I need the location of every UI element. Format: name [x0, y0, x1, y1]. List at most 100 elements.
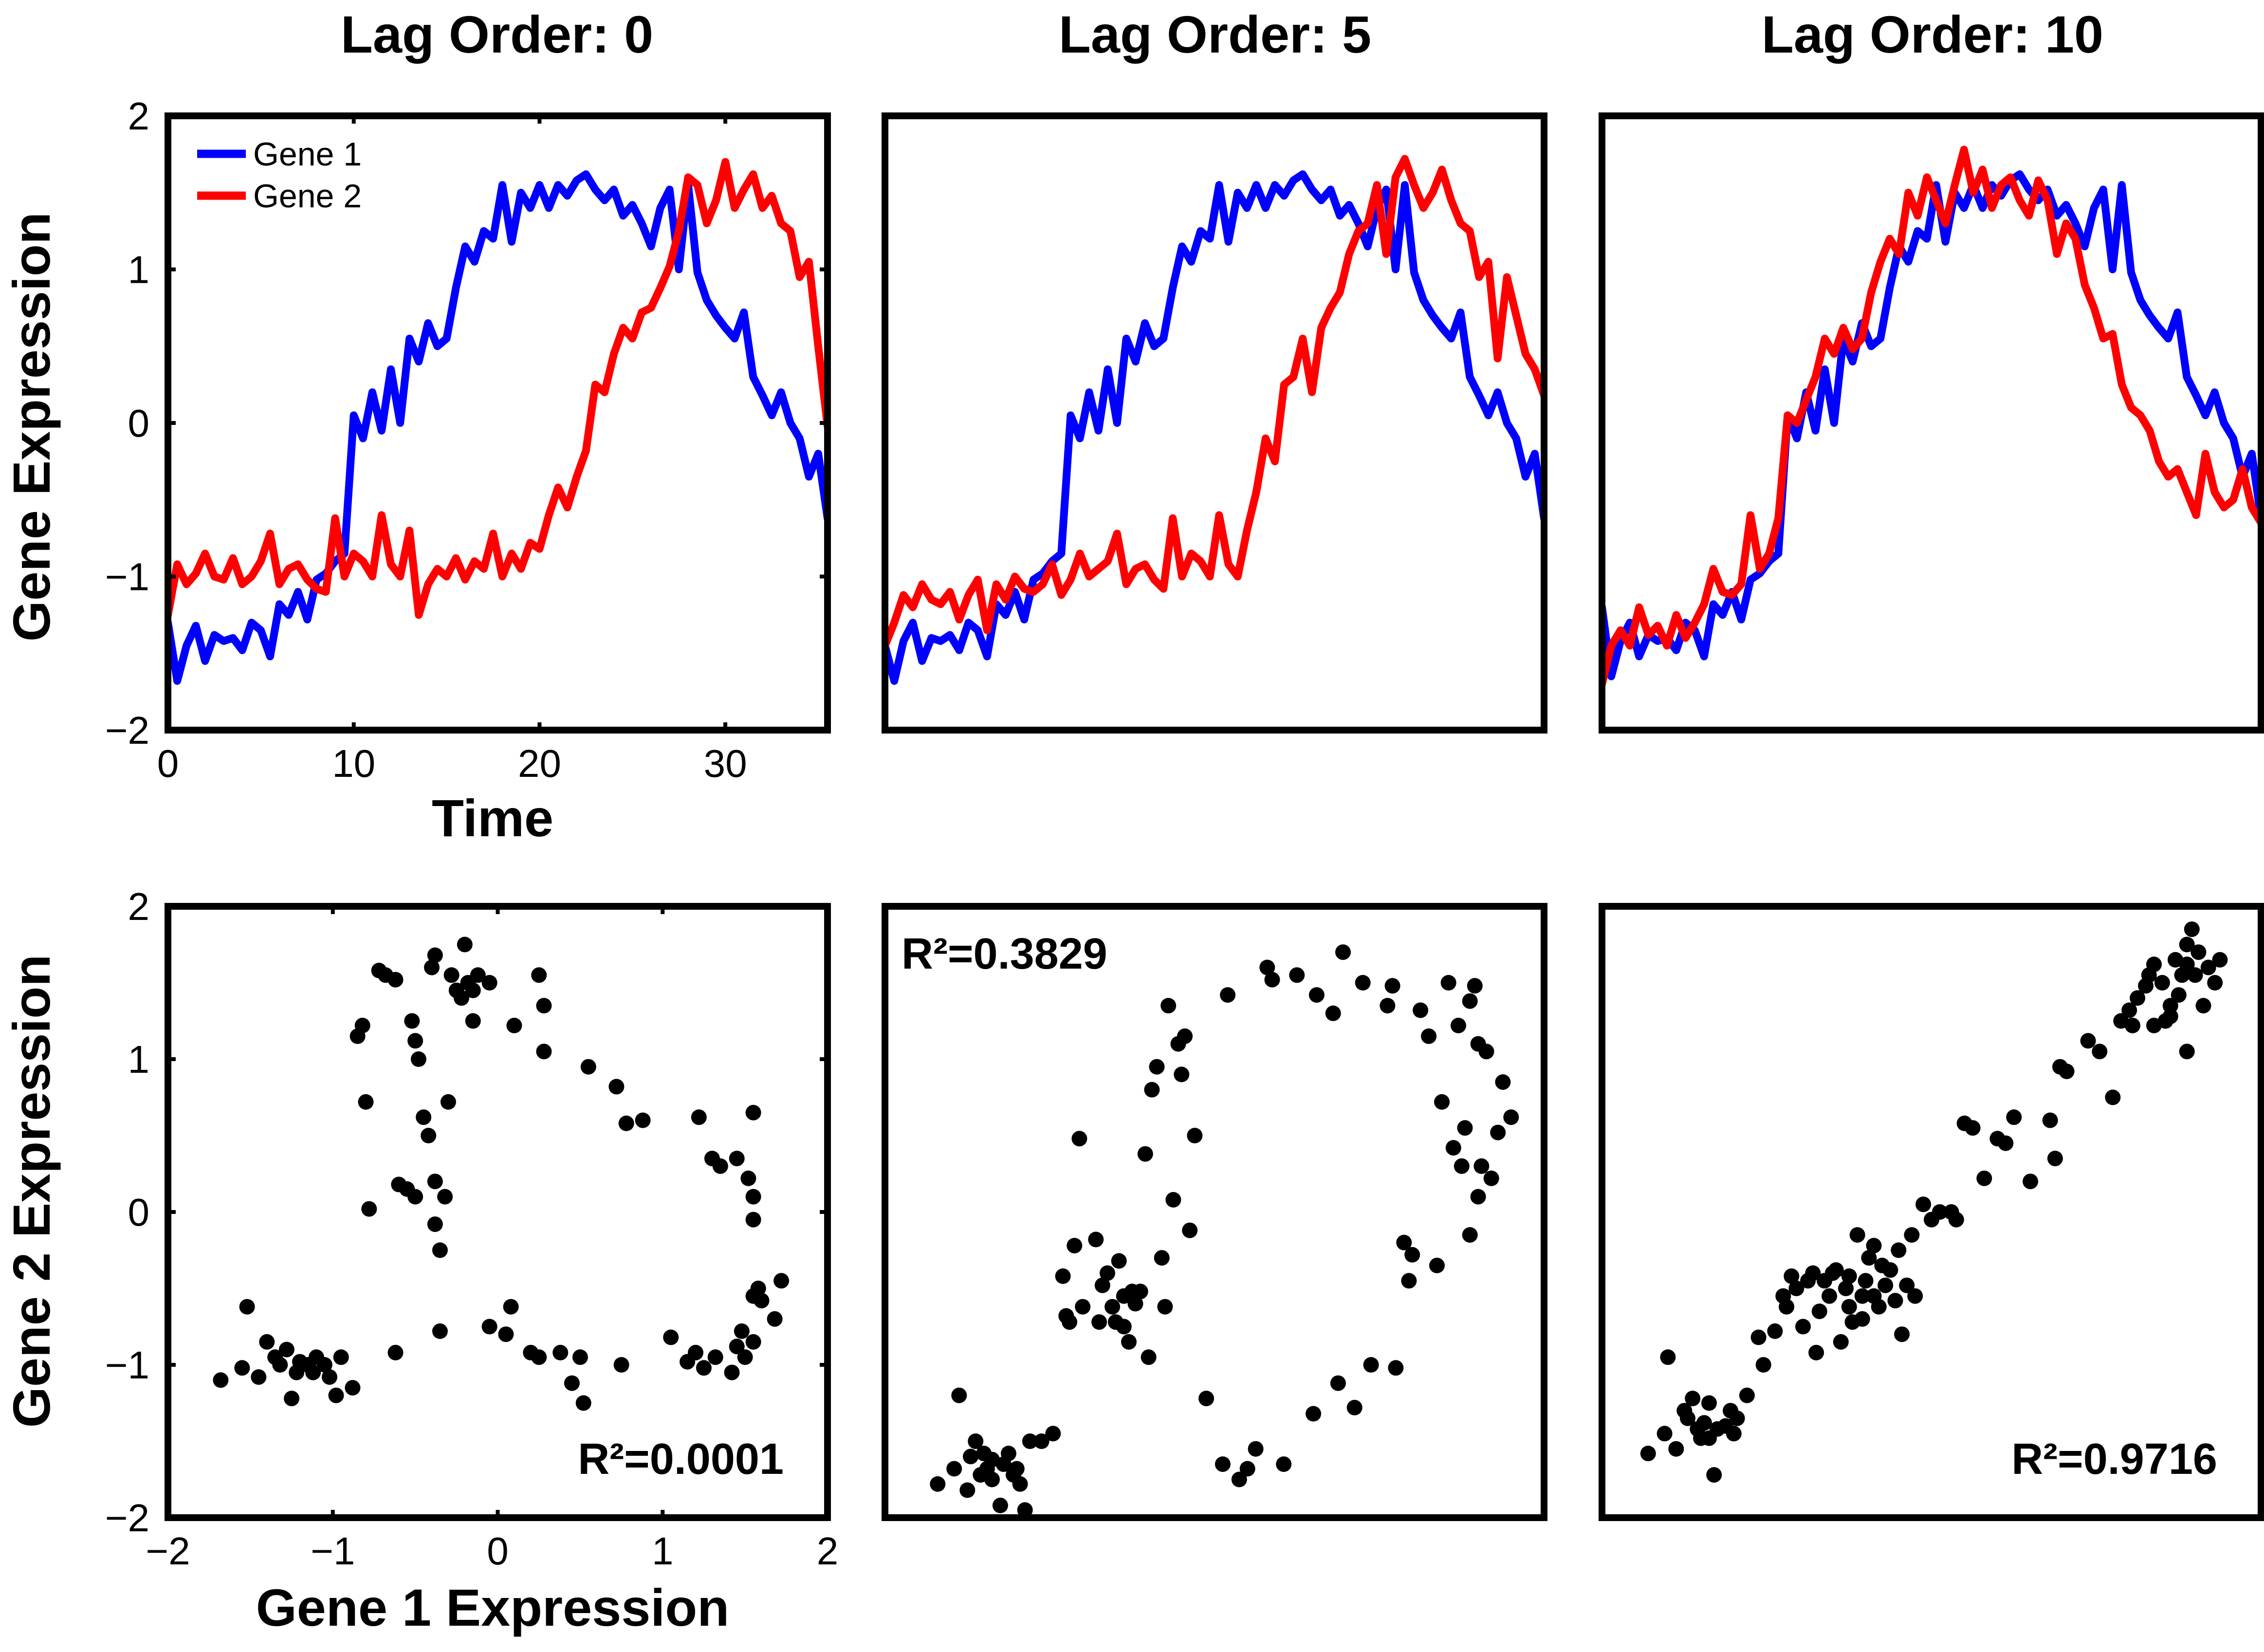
scatter-point [688, 1344, 703, 1360]
scatter-point [1838, 1281, 1854, 1296]
scatter-point [358, 1094, 374, 1110]
scatter-point [2125, 1017, 2140, 1033]
legend-label-gene-1: Gene 1 [253, 136, 362, 173]
scatter-point [506, 1017, 522, 1033]
scatter-point [1094, 1277, 1110, 1293]
scatter-point [1174, 1066, 1190, 1083]
scatter-point [1729, 1410, 1745, 1426]
scatter-point [2190, 944, 2207, 960]
scatter-point [1355, 975, 1371, 991]
scatter-point [691, 1109, 707, 1125]
scatter-point [443, 967, 460, 983]
scatter-point [416, 1109, 432, 1125]
scatter-point [1828, 1262, 1844, 1278]
column-title-lag-5: Lag Order: 5 [1059, 5, 1371, 64]
scatter-point [2121, 1002, 2137, 1018]
scatter-point [432, 1242, 448, 1258]
scatter-point [2171, 987, 2187, 1003]
scatter-point [1325, 1005, 1341, 1021]
scatter-point [1144, 1082, 1160, 1098]
scatter-point [734, 1323, 750, 1339]
panel-plot-area [213, 936, 790, 1411]
scatter-point [1640, 1446, 1656, 1462]
scatter-point [1795, 1319, 1811, 1335]
scatter-point [2006, 1109, 2022, 1125]
scatter-point [1165, 1192, 1181, 1208]
scatter-point [1899, 1277, 1915, 1293]
scatter-point [1841, 1268, 1857, 1284]
scatter-point [407, 1033, 423, 1049]
scatter-point [361, 1201, 377, 1217]
scatter-point [724, 1364, 740, 1380]
scatter-point [729, 1151, 745, 1167]
scatter-point [2047, 1151, 2063, 1167]
scatter-point [2162, 1009, 2178, 1025]
scatter-point [437, 1189, 453, 1205]
scatter-point [328, 1387, 344, 1403]
scatter-point [745, 1189, 761, 1205]
scatter-point [1779, 1299, 1795, 1315]
bottom-y-axis-label: Gene 2 Expression [2, 954, 61, 1428]
scatter-point [234, 1360, 250, 1376]
scatter-point [1404, 1247, 1420, 1263]
scatter-point [1841, 1299, 1857, 1315]
scatter-point [536, 1044, 552, 1060]
scatter-point [1660, 1349, 1676, 1365]
scatter-point [1137, 1146, 1153, 1162]
scatter-point [1388, 1360, 1404, 1376]
scatter-point [1462, 1227, 1478, 1243]
scatter-point [1866, 1238, 1882, 1254]
panel-5 [882, 903, 1547, 1521]
scatter-point [1182, 1222, 1198, 1238]
scatter-point [1882, 1262, 1898, 1278]
scatter-point [575, 1395, 591, 1411]
y-tick-label: −1 [105, 1343, 149, 1387]
scatter-point [1335, 944, 1351, 960]
scatter-point [259, 1334, 275, 1350]
scatter-point [580, 1059, 596, 1075]
scatter-point [1907, 1288, 1923, 1304]
scatter-point [745, 1334, 761, 1350]
scatter-point [1451, 1017, 1466, 1033]
scatter-point [2146, 956, 2162, 973]
scatter-point [213, 1372, 229, 1388]
scatter-point [432, 1323, 448, 1339]
scatter-point [333, 1349, 349, 1365]
scatter-point [2195, 998, 2211, 1014]
scatter-point [2105, 1089, 2121, 1105]
scatter-point [1854, 1288, 1870, 1304]
scatter-point [440, 1094, 456, 1110]
scatter-point [1965, 1120, 1981, 1136]
y-tick-label: −2 [105, 1496, 149, 1540]
scatter-point [251, 1369, 267, 1385]
scatter-point [1739, 1387, 1755, 1403]
scatter-point [1220, 987, 1236, 1003]
scatter-point [1685, 1391, 1701, 1407]
scatter-point [1071, 1131, 1087, 1147]
x-tick-label: −2 [146, 1529, 190, 1573]
panel-plot-area [1602, 146, 2261, 688]
scatter-point [2200, 959, 2216, 975]
scatter-point [1177, 1028, 1193, 1044]
scatter-point [1239, 1461, 1255, 1477]
scatter-point [2207, 975, 2223, 991]
panel-2 [882, 112, 1547, 734]
scatter-point [1503, 1109, 1519, 1125]
scatter-point [322, 1369, 337, 1385]
scatter-point [1022, 1433, 1038, 1449]
scatter-point [2042, 1112, 2058, 1128]
scatter-point [1849, 1227, 1865, 1243]
scatter-point [1784, 1268, 1800, 1284]
scatter-point [1811, 1303, 1827, 1320]
scatter-point [696, 1360, 712, 1376]
scatter-point [531, 1349, 547, 1365]
scatter-point [2023, 1174, 2039, 1190]
scatter-point [1932, 1204, 1948, 1220]
scatter-point [1706, 1467, 1722, 1483]
scatter-point [1259, 959, 1275, 975]
scatter-point [1421, 1028, 1437, 1044]
scatter-point [454, 990, 469, 1006]
scatter-point [1160, 998, 1177, 1014]
